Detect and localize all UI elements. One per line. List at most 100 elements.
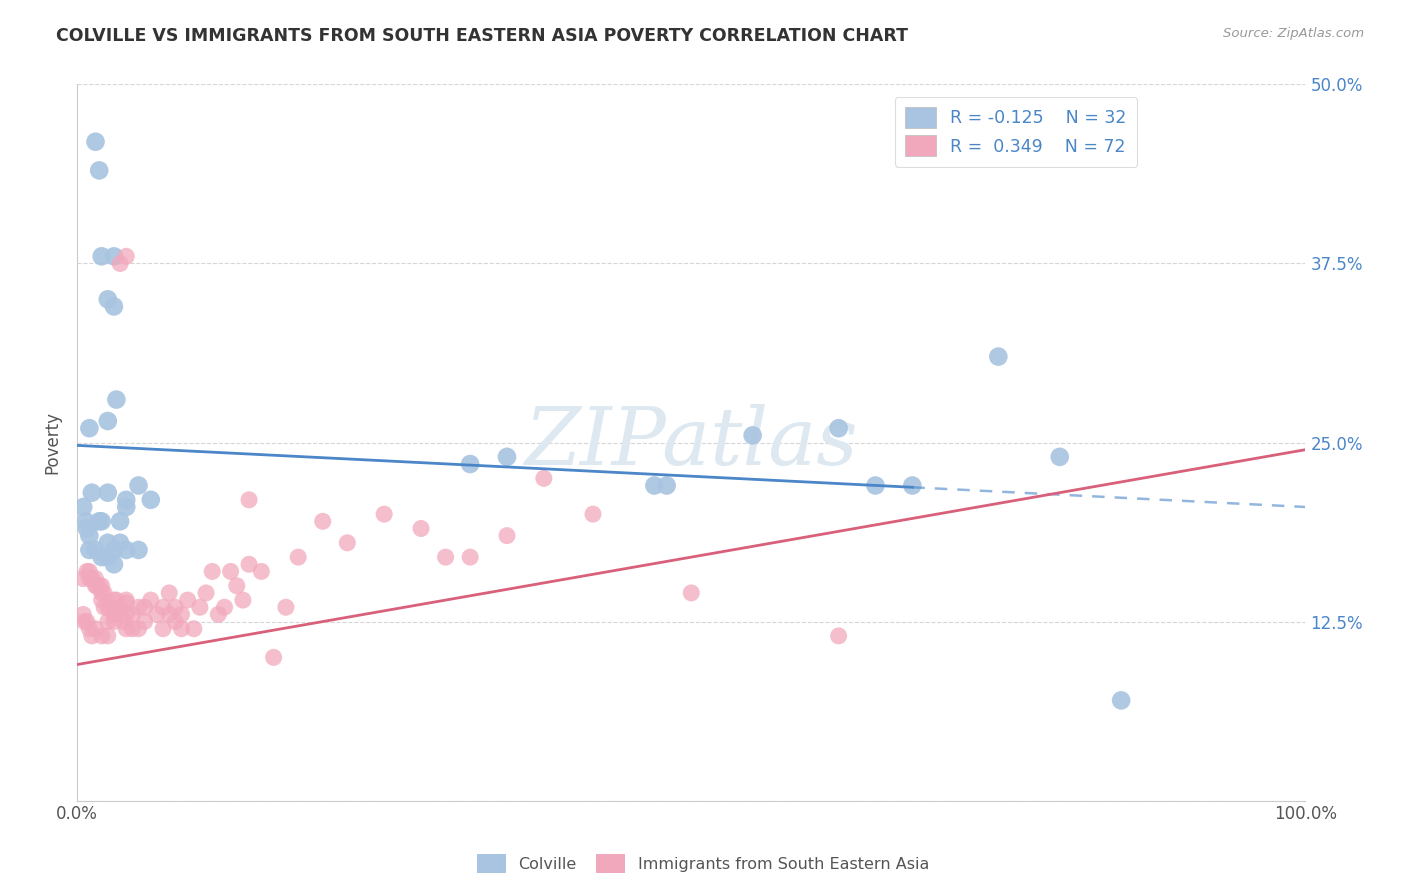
- Point: [373, 507, 395, 521]
- Point: [76, 615, 98, 629]
- Point: [115, 593, 138, 607]
- Point: [72, 572, 94, 586]
- Point: [139, 492, 162, 507]
- Point: [250, 565, 273, 579]
- Point: [165, 600, 187, 615]
- Point: [115, 607, 138, 622]
- Point: [112, 615, 135, 629]
- Point: [655, 478, 678, 492]
- Point: [97, 550, 120, 565]
- Point: [89, 163, 111, 178]
- Point: [157, 586, 180, 600]
- Point: [89, 514, 111, 528]
- Point: [238, 558, 260, 572]
- Point: [128, 600, 150, 615]
- Point: [238, 492, 260, 507]
- Point: [458, 550, 481, 565]
- Point: [79, 572, 101, 586]
- Point: [90, 579, 112, 593]
- Point: [115, 492, 138, 507]
- Point: [157, 607, 180, 622]
- Point: [97, 485, 120, 500]
- Point: [901, 478, 924, 492]
- Point: [987, 350, 1010, 364]
- Point: [115, 500, 138, 514]
- Point: [108, 514, 131, 528]
- Point: [80, 629, 103, 643]
- Point: [72, 500, 94, 514]
- Point: [79, 543, 101, 558]
- Point: [103, 607, 125, 622]
- Point: [170, 607, 193, 622]
- Point: [225, 579, 247, 593]
- Point: [681, 586, 703, 600]
- Point: [97, 293, 120, 307]
- Legend: R = -0.125    N = 32, R =  0.349    N = 72: R = -0.125 N = 32, R = 0.349 N = 72: [894, 96, 1137, 167]
- Point: [84, 543, 107, 558]
- Point: [121, 622, 143, 636]
- Point: [134, 600, 156, 615]
- Point: [73, 615, 96, 629]
- Point: [827, 421, 849, 435]
- Point: [188, 600, 211, 615]
- Point: [108, 536, 131, 550]
- Text: ZIPatlas: ZIPatlas: [524, 404, 858, 482]
- Point: [97, 629, 120, 643]
- Point: [865, 478, 887, 492]
- Point: [75, 514, 97, 528]
- Point: [80, 572, 103, 586]
- Point: [496, 528, 519, 542]
- Point: [89, 579, 111, 593]
- Point: [103, 300, 125, 314]
- Point: [79, 565, 101, 579]
- Point: [152, 622, 174, 636]
- Point: [496, 450, 519, 464]
- Point: [90, 629, 112, 643]
- Point: [79, 528, 101, 542]
- Point: [214, 600, 236, 615]
- Point: [533, 471, 555, 485]
- Point: [741, 428, 763, 442]
- Point: [84, 622, 107, 636]
- Point: [103, 615, 125, 629]
- Point: [170, 622, 193, 636]
- Point: [115, 622, 138, 636]
- Point: [134, 615, 156, 629]
- Legend: Colville, Immigrants from South Eastern Asia: Colville, Immigrants from South Eastern …: [471, 847, 935, 880]
- Point: [115, 543, 138, 558]
- Point: [201, 565, 224, 579]
- Point: [195, 586, 218, 600]
- Point: [103, 249, 125, 263]
- Point: [90, 550, 112, 565]
- Point: [409, 521, 432, 535]
- Point: [79, 421, 101, 435]
- Point: [90, 586, 112, 600]
- Point: [128, 622, 150, 636]
- Point: [72, 607, 94, 622]
- Point: [582, 507, 605, 521]
- Point: [108, 256, 131, 270]
- Point: [643, 478, 665, 492]
- Point: [121, 607, 143, 622]
- Point: [183, 622, 205, 636]
- Y-axis label: Poverty: Poverty: [44, 411, 60, 474]
- Point: [128, 543, 150, 558]
- Point: [108, 600, 131, 615]
- Point: [232, 593, 254, 607]
- Point: [176, 593, 198, 607]
- Point: [103, 593, 125, 607]
- Point: [90, 593, 112, 607]
- Point: [79, 622, 101, 636]
- Point: [103, 558, 125, 572]
- Point: [84, 579, 107, 593]
- Point: [1109, 693, 1132, 707]
- Point: [263, 650, 285, 665]
- Point: [93, 586, 115, 600]
- Point: [76, 565, 98, 579]
- Point: [84, 572, 107, 586]
- Point: [312, 514, 335, 528]
- Point: [165, 615, 187, 629]
- Point: [97, 600, 120, 615]
- Point: [108, 607, 131, 622]
- Point: [336, 536, 359, 550]
